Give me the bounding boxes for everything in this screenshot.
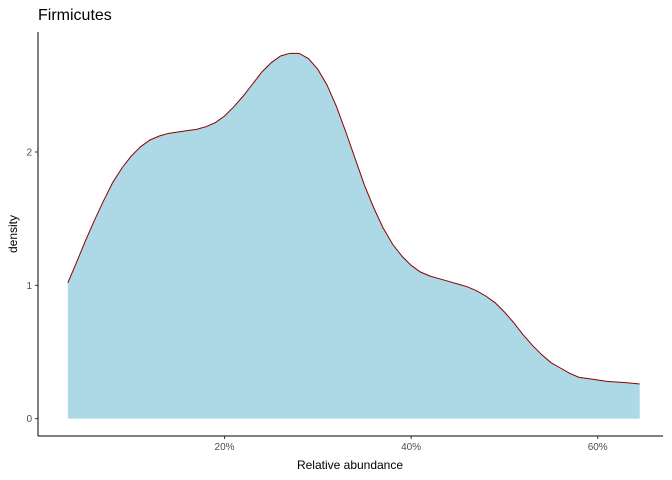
plot-area xyxy=(67,52,640,419)
x-axis-label: Relative abundance xyxy=(297,458,403,472)
x-tick-label: 20% xyxy=(215,442,235,453)
density-line xyxy=(67,52,640,385)
x-tick-label: 40% xyxy=(401,442,421,453)
y-axis-ticks: 0 1 2 xyxy=(26,148,38,425)
y-tick-label: 2 xyxy=(26,148,32,159)
y-axis-label: density xyxy=(6,215,20,253)
x-axis-ticks: 20% 40% 60% xyxy=(215,436,608,453)
x-tick-label: 60% xyxy=(588,442,608,453)
density-area xyxy=(67,53,640,419)
y-tick-label: 0 xyxy=(26,414,32,425)
chart-title: Firmicutes xyxy=(38,7,112,24)
y-tick-label: 1 xyxy=(26,281,32,292)
